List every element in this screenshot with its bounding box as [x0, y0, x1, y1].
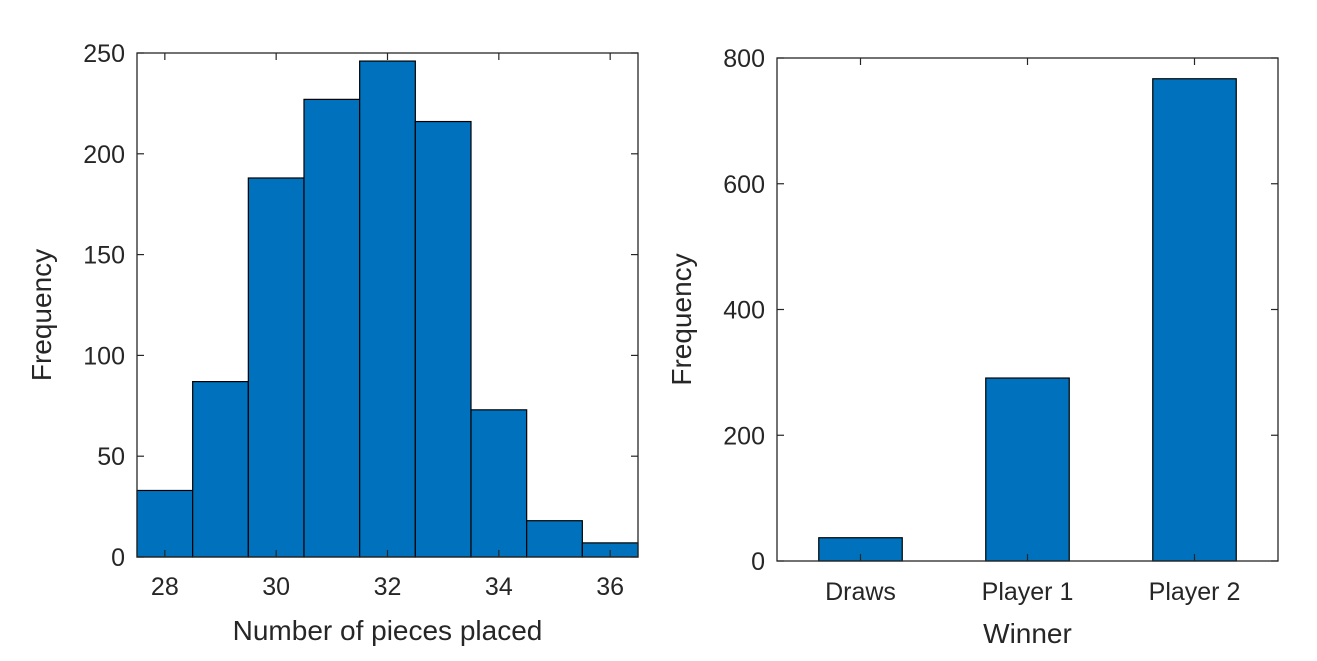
y-axis-label: Frequency [26, 249, 57, 381]
y-tick-label: 600 [723, 171, 765, 199]
histogram-bar [192, 381, 249, 558]
x-axis-ticks: Draws Player 1 Player 2 [825, 58, 1240, 606]
histogram-pieces-placed: 0 50 100 150 200 250 28 30 32 34 36 Number of pie… [26, 40, 639, 646]
y-tick-label: 50 [97, 443, 125, 471]
x-tick-label: Draws [825, 578, 896, 606]
bar-chart-winner: 0 200 400 600 800 Draws Player 1 Player 2 Winn… [666, 45, 1279, 649]
x-tick-label: Player 1 [982, 578, 1074, 606]
y-tick-label: 150 [83, 242, 125, 270]
y-tick-label: 100 [83, 342, 125, 370]
y-tick-label: 200 [83, 141, 125, 169]
y-axis-ticks: 0 200 400 600 800 [723, 45, 1278, 576]
x-axis-label: Winner [983, 618, 1072, 649]
x-axis-ticks: 28 30 32 34 36 [151, 53, 624, 601]
winner-bars [818, 78, 1237, 562]
histogram-bar [247, 177, 305, 558]
x-tick-label: Player 2 [1149, 578, 1241, 606]
histogram-bar [470, 409, 528, 558]
histogram-bar [359, 60, 416, 558]
y-axis-label: Frequency [666, 253, 697, 385]
y-tick-label: 200 [723, 422, 765, 450]
histogram-bar [414, 120, 472, 558]
y-axis-ticks: 0 50 100 150 200 250 [83, 40, 638, 572]
y-tick-label: 250 [83, 40, 125, 68]
y-tick-label: 800 [723, 45, 765, 73]
y-tick-label: 0 [111, 544, 125, 572]
histogram-bars [136, 60, 639, 558]
x-axis-label: Number of pieces placed [233, 615, 543, 646]
histogram-bar [303, 98, 361, 558]
y-tick-label: 400 [723, 297, 765, 325]
x-tick-label: 34 [485, 573, 513, 601]
winner-bar [1152, 78, 1237, 562]
x-tick-label: 36 [596, 573, 624, 601]
winner-bar [985, 377, 1070, 562]
histogram-bar [136, 489, 194, 558]
x-tick-label: 32 [374, 573, 402, 601]
x-tick-label: 30 [262, 573, 290, 601]
x-tick-label: 28 [151, 573, 179, 601]
histogram-bar [526, 520, 583, 558]
y-tick-label: 0 [751, 548, 765, 576]
